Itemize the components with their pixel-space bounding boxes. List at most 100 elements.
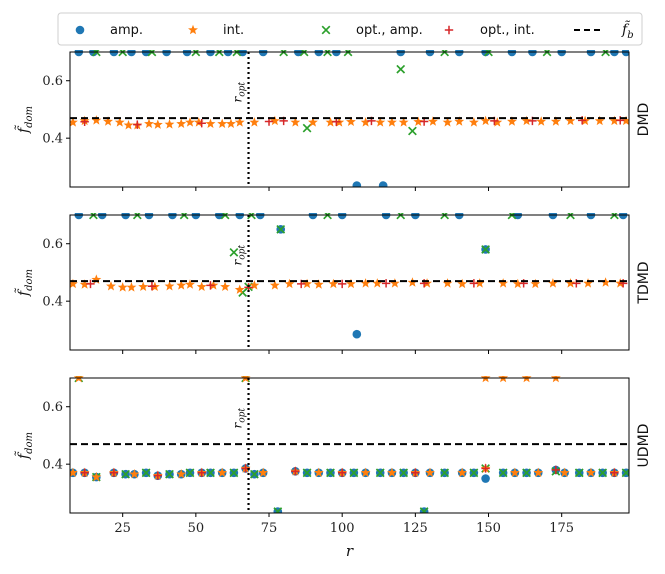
point-int-24 <box>360 117 371 127</box>
point-opt_amp-4 <box>165 469 174 479</box>
x-tick-label: 25 <box>114 521 131 536</box>
ropt-label: ropt <box>231 408 248 429</box>
point-opt_amp-13 <box>349 468 359 478</box>
y-axis-label-sub: dom <box>24 106 35 128</box>
point-opt_amp-12 <box>326 468 335 478</box>
point-int-19 <box>290 117 301 127</box>
point-int-24 <box>389 278 400 288</box>
point-amp-14 <box>352 181 362 187</box>
point-int-30 <box>498 278 509 288</box>
point-opt_int-6 <box>337 468 347 477</box>
y-tick-label: 0.4 <box>42 458 63 473</box>
point-opt_int-9 <box>551 465 561 475</box>
point-int-29 <box>474 278 485 288</box>
ropt-label-sub: opt <box>238 82 248 97</box>
point-amp-35 <box>481 474 490 483</box>
point-int-34 <box>492 117 503 127</box>
y-axis-label: f̃dom <box>14 269 35 297</box>
point-opt_amp-7 <box>229 468 239 478</box>
legend-marker <box>444 25 454 35</box>
point-int-8 <box>164 281 175 291</box>
x-tick-label: 50 <box>188 521 205 536</box>
point-amp-12 <box>352 329 362 339</box>
point-int-1 <box>79 279 90 289</box>
point-int-3 <box>103 116 113 126</box>
point-int-36 <box>521 115 532 126</box>
legend-marker <box>188 24 198 35</box>
point-opt_int-7 <box>411 468 420 477</box>
legend-label: amp. <box>110 23 143 38</box>
point-opt_int-1 <box>109 468 119 477</box>
point-opt_amp-18 <box>469 468 479 478</box>
point-int-6 <box>138 281 149 292</box>
point-int-10 <box>185 279 195 289</box>
point-int-23 <box>372 278 383 288</box>
point-int-2 <box>91 115 102 125</box>
point-int-32 <box>530 278 541 289</box>
point-int-17 <box>249 117 260 127</box>
x-tick-label: 175 <box>549 521 574 536</box>
panel-frame <box>69 214 630 351</box>
point-opt_int-0 <box>80 468 89 477</box>
point-int-22 <box>360 278 371 288</box>
point-opt_amp-8 <box>302 123 312 133</box>
point-int-0 <box>70 117 78 127</box>
point-int-23 <box>425 467 435 477</box>
x-axis-label-text: r <box>346 542 354 560</box>
point-int-15 <box>226 118 236 129</box>
point-opt_int-2 <box>197 119 206 128</box>
point-int-2 <box>91 274 102 284</box>
legend-entry-amp: amp. <box>75 23 143 38</box>
point-int-0 <box>70 278 78 289</box>
point-opt_int-1 <box>147 282 157 291</box>
point-int-30 <box>442 117 453 127</box>
point-int-20 <box>307 117 318 127</box>
point-int-5 <box>123 120 134 130</box>
point-opt_amp-16 <box>419 507 429 513</box>
x-tick-label: 125 <box>403 521 428 536</box>
point-int-35 <box>583 278 593 288</box>
panel-dmd: ropt 0.4 0.6 f̃dom DMD <box>14 50 652 191</box>
point-int-24 <box>457 467 468 477</box>
legend-marker <box>321 25 331 35</box>
point-int-12 <box>193 117 204 127</box>
point-opt_int-8 <box>481 464 490 473</box>
point-opt_int-2 <box>153 471 163 480</box>
point-int-41 <box>594 115 605 126</box>
x-tick-label: 150 <box>476 521 501 536</box>
x-tick-label: 100 <box>330 521 355 536</box>
legend-entry-opt_amp: opt., amp. <box>321 23 423 38</box>
point-opt_amp-10 <box>273 507 283 513</box>
point-opt_amp-23 <box>574 468 584 478</box>
point-opt_amp-10 <box>481 245 490 254</box>
point-amp-15 <box>378 181 388 187</box>
point-int-15 <box>249 280 260 290</box>
point-opt_amp-11 <box>302 468 312 478</box>
point-int-4 <box>117 282 128 292</box>
panel-method-label: TDMD <box>636 261 652 304</box>
legend-entry-int: int. <box>188 23 244 38</box>
point-opt_amp-9 <box>249 469 259 479</box>
point-int-28 <box>413 116 424 126</box>
panel-udmd: ropt 0.4 0.6 25 50 75 100 125 150 175 f̃dom UDMD <box>14 376 652 536</box>
point-int-7 <box>144 118 154 129</box>
y-tick-label: 0.4 <box>42 295 63 310</box>
point-int-32 <box>468 117 479 127</box>
point-opt_int-0 <box>86 279 95 289</box>
point-int-31 <box>512 278 523 289</box>
legend-entry-opt_int: opt., int. <box>444 23 535 38</box>
data-points <box>70 376 629 513</box>
ropt-label-sub: opt <box>238 245 248 260</box>
y-axis-label: f̃dom <box>14 106 35 134</box>
point-int-11 <box>185 117 195 127</box>
point-int-16 <box>269 280 280 290</box>
point-int-4 <box>114 117 125 127</box>
point-int-29 <box>586 467 596 477</box>
point-opt_amp-12 <box>408 126 417 136</box>
point-opt_int-8 <box>469 279 479 288</box>
point-opt_amp-6 <box>206 468 215 478</box>
point-int-12 <box>176 469 187 479</box>
y-axis-label-sub: dom <box>24 432 35 454</box>
